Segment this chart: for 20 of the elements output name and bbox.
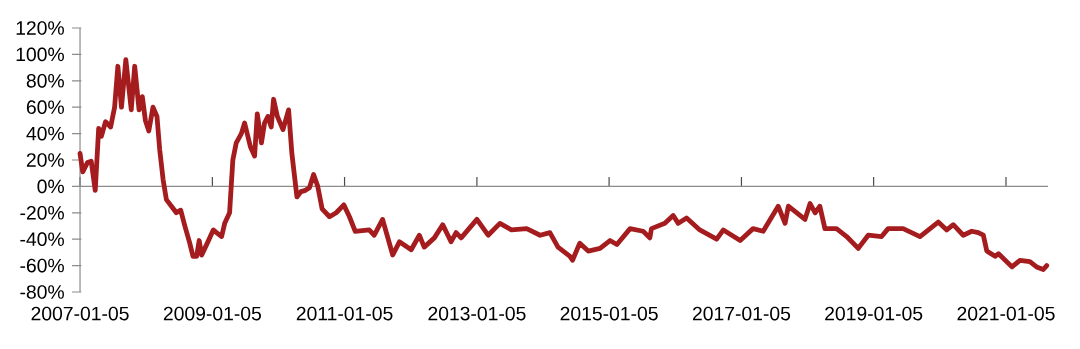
x-tick-label: 2017-01-05 [692, 306, 791, 321]
x-tick-label: 2021-01-05 [957, 306, 1055, 321]
y-tick-label: 40% [26, 126, 64, 141]
x-tick-label: 2009-01-05 [163, 306, 261, 321]
y-tick-label: 100% [16, 47, 64, 62]
y-tick-label: -40% [20, 232, 64, 247]
line-series [77, 57, 1050, 272]
y-tick-label: 120% [16, 21, 64, 35]
y-tick-label: -80% [20, 285, 64, 299]
y-tick-label: 20% [26, 153, 64, 167]
y-tick-label: -60% [20, 258, 64, 273]
x-tick-label: 2015-01-05 [560, 306, 658, 321]
x-tick-label: 2019-01-05 [825, 306, 923, 321]
x-tick-label: 2013-01-05 [428, 306, 526, 321]
y-tick-label: 80% [26, 73, 64, 88]
y-tick-label: 60% [26, 100, 64, 115]
x-tick-label: 2007-01-05 [31, 306, 129, 321]
y-tick-label: 0% [37, 179, 64, 194]
y-tick-label: -20% [20, 205, 64, 220]
x-tick-label: 2011-01-05 [296, 306, 393, 321]
